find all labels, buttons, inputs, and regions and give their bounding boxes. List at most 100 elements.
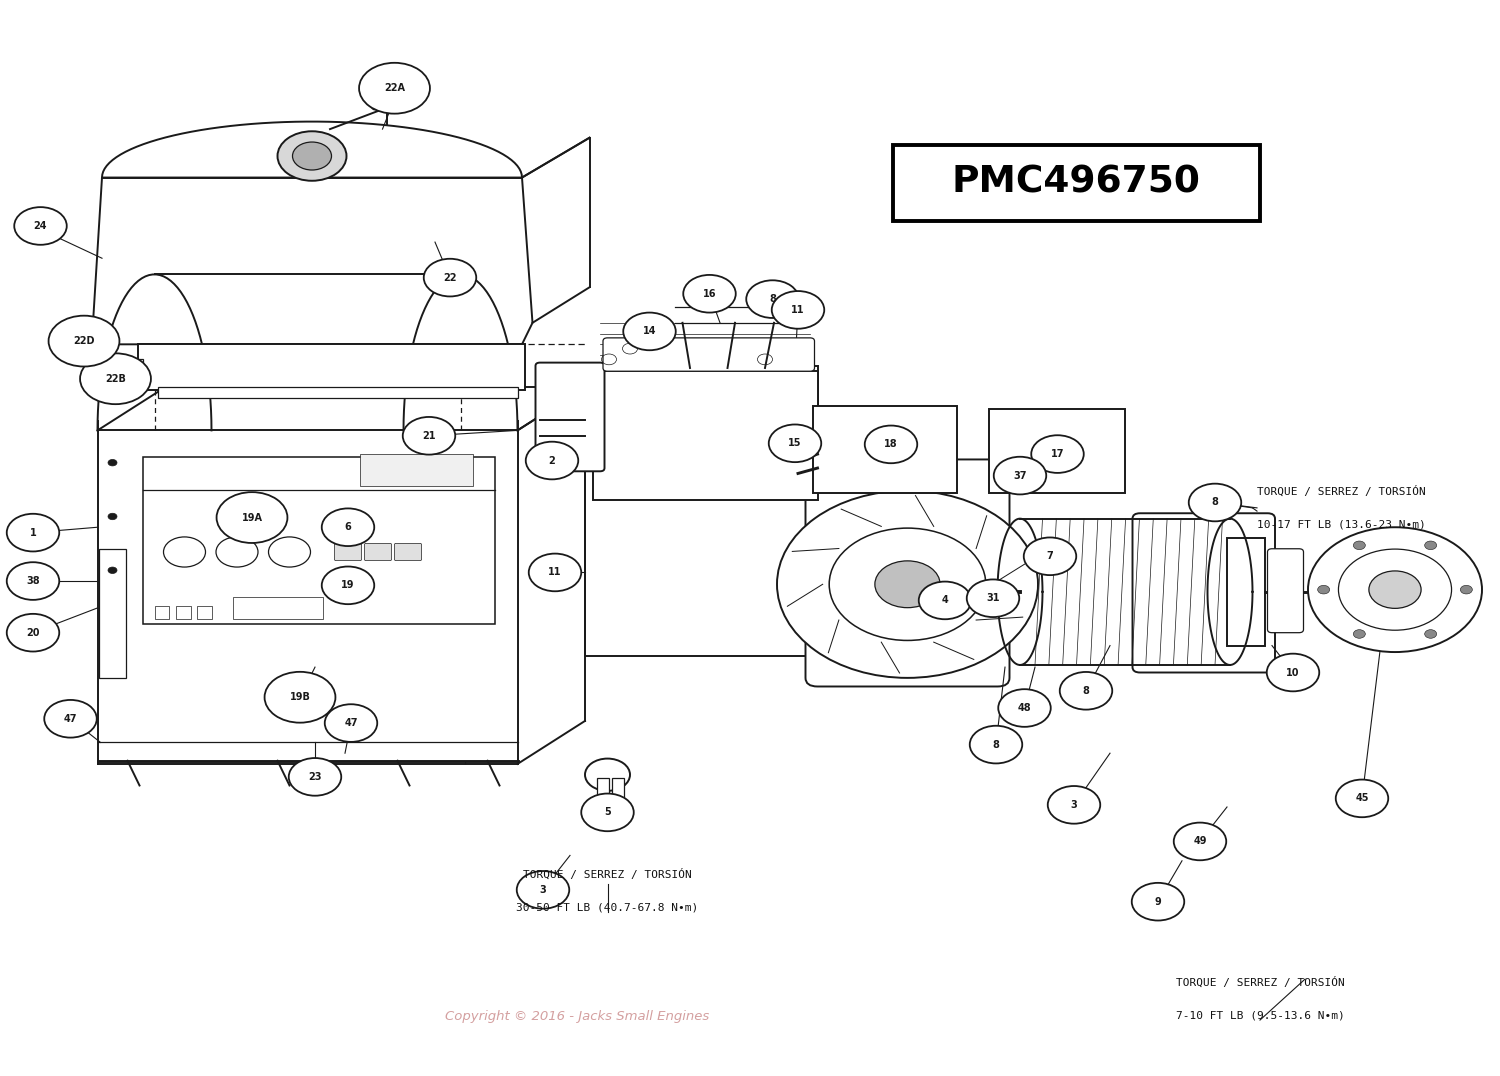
Text: 11: 11	[792, 305, 804, 315]
Circle shape	[264, 671, 336, 723]
Circle shape	[1370, 571, 1420, 608]
Text: 9: 9	[1155, 896, 1161, 907]
FancyBboxPatch shape	[1132, 513, 1275, 672]
Circle shape	[1032, 435, 1083, 473]
Circle shape	[48, 315, 120, 367]
Circle shape	[1173, 822, 1227, 861]
Text: 8: 8	[770, 294, 776, 305]
FancyBboxPatch shape	[116, 359, 142, 390]
Circle shape	[1425, 629, 1437, 638]
Text: 19B: 19B	[290, 692, 310, 703]
Text: 2: 2	[549, 455, 555, 466]
Circle shape	[6, 562, 60, 600]
Circle shape	[1461, 585, 1473, 594]
Circle shape	[874, 561, 940, 608]
Circle shape	[321, 566, 375, 605]
Text: 8: 8	[1212, 497, 1218, 508]
Circle shape	[624, 312, 675, 351]
Circle shape	[1023, 538, 1077, 575]
Circle shape	[216, 492, 288, 543]
Circle shape	[108, 513, 117, 520]
FancyBboxPatch shape	[158, 387, 518, 398]
FancyBboxPatch shape	[597, 778, 609, 799]
Polygon shape	[93, 178, 532, 344]
Circle shape	[682, 275, 735, 313]
FancyBboxPatch shape	[360, 454, 472, 486]
Circle shape	[1266, 654, 1320, 692]
Text: 47: 47	[63, 713, 78, 724]
FancyBboxPatch shape	[154, 606, 170, 619]
Circle shape	[528, 553, 582, 592]
FancyBboxPatch shape	[372, 79, 405, 110]
Circle shape	[747, 281, 798, 318]
Text: 10: 10	[1286, 667, 1299, 678]
Text: 22D: 22D	[74, 336, 94, 346]
Text: 22: 22	[444, 272, 456, 283]
Circle shape	[423, 259, 477, 297]
Text: TORQUE / SERREZ / TORSIÓN: TORQUE / SERREZ / TORSIÓN	[524, 869, 692, 880]
Circle shape	[1059, 671, 1112, 710]
FancyBboxPatch shape	[592, 371, 818, 500]
Circle shape	[1131, 882, 1185, 921]
Text: 8: 8	[993, 739, 999, 750]
Text: 45: 45	[1356, 793, 1368, 804]
FancyBboxPatch shape	[612, 778, 624, 799]
Circle shape	[288, 758, 340, 795]
Text: 22B: 22B	[105, 373, 126, 384]
Circle shape	[13, 207, 66, 245]
Circle shape	[1308, 527, 1482, 652]
Circle shape	[6, 613, 60, 652]
Circle shape	[1425, 541, 1437, 550]
Text: 49: 49	[1194, 836, 1206, 847]
Circle shape	[358, 62, 430, 114]
Circle shape	[999, 690, 1050, 727]
Circle shape	[108, 567, 117, 574]
FancyBboxPatch shape	[176, 606, 190, 619]
Circle shape	[966, 579, 1020, 617]
FancyBboxPatch shape	[334, 543, 362, 561]
Text: Jacks
Small
Engines: Jacks Small Engines	[712, 490, 848, 586]
Text: 8: 8	[1083, 685, 1089, 696]
Circle shape	[918, 581, 972, 620]
Circle shape	[771, 292, 825, 329]
FancyBboxPatch shape	[232, 597, 322, 619]
Text: TORQUE / SERREZ / TORSIÓN: TORQUE / SERREZ / TORSIÓN	[1176, 977, 1344, 988]
Text: PMC496750: PMC496750	[952, 165, 1200, 201]
Circle shape	[830, 528, 986, 640]
Circle shape	[80, 353, 152, 405]
FancyBboxPatch shape	[813, 406, 957, 493]
Circle shape	[1317, 585, 1329, 594]
Circle shape	[1188, 483, 1242, 522]
Text: 16: 16	[702, 288, 717, 299]
Circle shape	[6, 514, 60, 552]
Circle shape	[768, 424, 822, 463]
Circle shape	[585, 759, 630, 791]
Text: 23: 23	[309, 771, 321, 782]
Text: 21: 21	[423, 430, 435, 441]
Text: 11: 11	[549, 567, 561, 578]
Circle shape	[993, 456, 1047, 495]
FancyBboxPatch shape	[806, 459, 1010, 686]
Circle shape	[1338, 549, 1452, 631]
Text: 7-10 FT LB (9.5-13.6 N•m): 7-10 FT LB (9.5-13.6 N•m)	[1176, 1010, 1344, 1020]
Text: 48: 48	[1017, 703, 1032, 713]
Circle shape	[525, 441, 579, 480]
FancyBboxPatch shape	[603, 338, 814, 371]
Circle shape	[1353, 541, 1365, 550]
FancyBboxPatch shape	[142, 457, 495, 624]
Circle shape	[777, 491, 1038, 678]
Text: 19A: 19A	[242, 512, 262, 523]
Text: 30-50 FT LB (40.7-67.8 N•m): 30-50 FT LB (40.7-67.8 N•m)	[516, 903, 699, 912]
Text: 14: 14	[642, 326, 657, 337]
Circle shape	[1047, 785, 1100, 824]
FancyBboxPatch shape	[99, 549, 126, 678]
FancyBboxPatch shape	[196, 606, 211, 619]
Circle shape	[1335, 779, 1389, 818]
FancyBboxPatch shape	[394, 543, 422, 561]
Text: 10-17 FT LB (13.6-23 N•m): 10-17 FT LB (13.6-23 N•m)	[1257, 520, 1425, 529]
Text: 15: 15	[789, 438, 801, 449]
Circle shape	[108, 459, 117, 466]
Circle shape	[292, 142, 332, 170]
FancyBboxPatch shape	[1227, 538, 1264, 646]
Text: 3: 3	[1071, 799, 1077, 810]
